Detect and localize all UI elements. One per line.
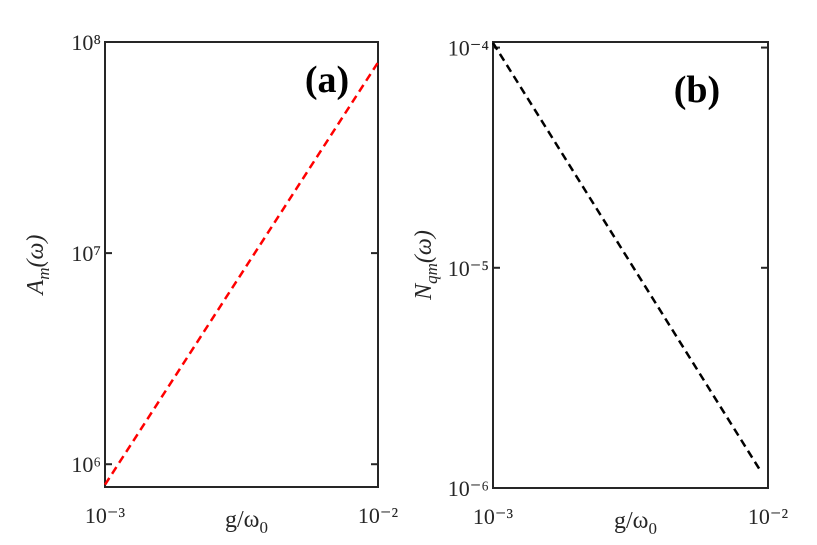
axes-box [492, 41, 769, 489]
panel-annotation: (a) [305, 59, 349, 101]
panel: 10⁻⁶ 10⁻⁵ 10⁻⁴ 10⁻³ 10⁻² g/ω0 Nqm(ω) (b) [411, 36, 789, 538]
data-line [491, 42, 761, 470]
y-label-base: N [411, 282, 437, 301]
y-tick-label: 10⁶ [71, 452, 101, 477]
x-tick-label: 10⁻² [358, 503, 399, 528]
y-tick-label: 10⁸ [71, 30, 101, 55]
data-line [103, 61, 380, 486]
y-label-sub: qm [422, 263, 441, 284]
y-tick-label: 10⁻⁵ [448, 256, 489, 281]
y-tick-label: 10⁻⁶ [448, 476, 489, 501]
y-label-tail: (ω) [411, 230, 437, 263]
panel-annotation: (b) [674, 69, 720, 111]
x-axis-label: g/ω0 [225, 507, 268, 537]
y-axis-label: Nqm(ω) [411, 230, 441, 301]
x-tick-label: 10⁻³ [85, 503, 126, 528]
x-label-sub: 0 [648, 519, 657, 538]
y-tick-label: 10⁷ [71, 241, 101, 266]
x-label-base: g/ω [614, 508, 648, 534]
axes-box [104, 41, 379, 488]
y-label-base: A [23, 279, 49, 296]
x-label-sub: 0 [259, 518, 268, 537]
panel: 10⁶ 10⁷ 10⁸ 10⁻³ 10⁻² g/ω0 Am(ω) (a) [23, 30, 399, 537]
x-tick-label: 10⁻² [748, 504, 789, 529]
x-axis-label: g/ω0 [614, 508, 657, 538]
x-label-base: g/ω [225, 507, 259, 533]
x-tick-label: 10⁻³ [473, 504, 514, 529]
y-label-sub: m [34, 267, 53, 279]
y-tick-label: 10⁻⁴ [448, 36, 490, 61]
y-axis-label: Am(ω) [23, 235, 53, 297]
y-label-tail: (ω) [23, 235, 49, 268]
